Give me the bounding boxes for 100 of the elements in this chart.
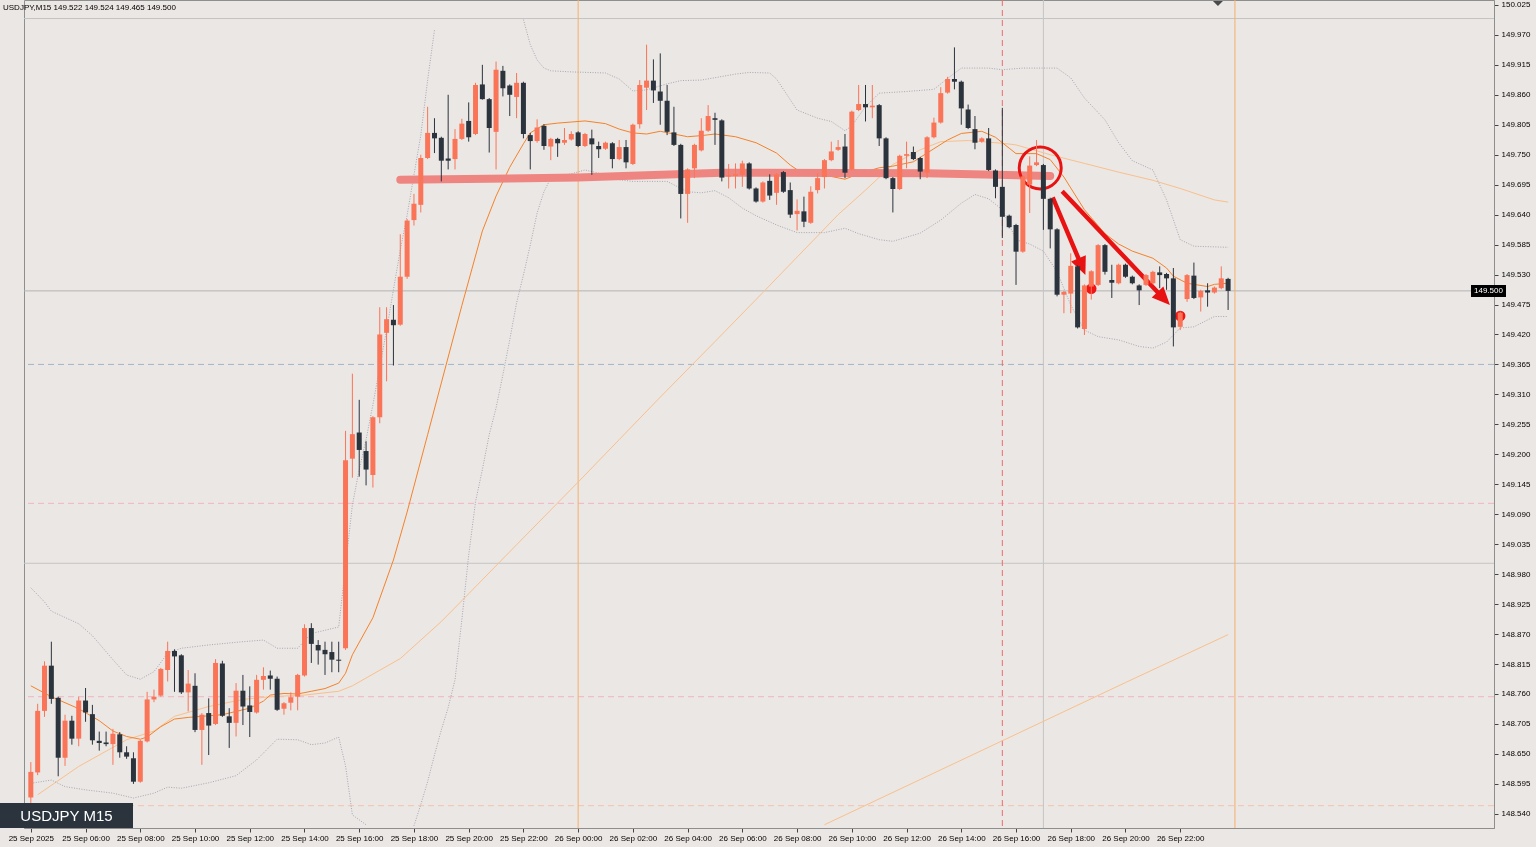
candlestick	[117, 731, 123, 759]
candlestick	[452, 128, 458, 170]
candlestick	[589, 129, 595, 176]
candlestick	[1157, 265, 1163, 289]
candlestick	[514, 72, 520, 119]
y-tick-label: 149.860	[1501, 90, 1531, 100]
candlestick	[185, 669, 191, 712]
candlestick	[965, 104, 971, 130]
candlestick	[103, 731, 109, 747]
candlestick	[308, 622, 314, 664]
y-tick-label: 150.025	[1501, 0, 1531, 10]
candlestick	[767, 173, 773, 201]
candlestick	[1116, 263, 1122, 285]
candlestick	[390, 304, 396, 367]
candlestick	[247, 685, 253, 738]
y-tick-label: 148.705	[1501, 719, 1531, 729]
y-tick-label: 149.640	[1501, 210, 1531, 220]
candlestick	[466, 101, 472, 143]
candlestick	[917, 156, 923, 180]
candlestick	[698, 117, 704, 152]
candlestick	[459, 118, 465, 141]
x-tick-label: 26 Sep 08:00	[773, 833, 822, 843]
y-tick-label: 148.540	[1501, 809, 1531, 819]
candlestick	[226, 707, 232, 749]
y-tick-label: 149.420	[1501, 329, 1531, 339]
candlestick	[815, 172, 821, 194]
candlestick	[384, 306, 390, 382]
candlestick	[726, 163, 732, 189]
candlestick	[650, 58, 656, 104]
candlestick	[1177, 311, 1183, 331]
candlestick	[1184, 273, 1190, 303]
x-tick-label: 25 Sep 22:00	[500, 833, 549, 843]
candlestick	[1191, 262, 1197, 300]
candlestick	[616, 139, 622, 161]
x-tick-label: 25 Sep 12:00	[226, 833, 275, 843]
candlestick	[240, 674, 246, 726]
candlestick	[801, 196, 807, 228]
candlestick	[671, 106, 677, 147]
candlestick	[96, 731, 102, 752]
x-tick-label: 25 Sep 14:00	[281, 833, 330, 843]
candlestick	[856, 84, 862, 112]
y-tick-label: 149.035	[1501, 539, 1531, 549]
x-tick-label: 25 Sep 06:00	[62, 833, 111, 843]
candlestick	[821, 158, 827, 189]
candlestick	[356, 399, 362, 478]
y-tick-label: 149.970	[1501, 30, 1531, 40]
candlestick	[363, 440, 369, 486]
y-tick-label: 149.530	[1501, 270, 1531, 280]
y-tick-label: 149.090	[1501, 509, 1531, 519]
x-tick-label: 26 Sep 12:00	[883, 833, 932, 843]
candlestick	[739, 160, 745, 188]
candlestick	[500, 65, 506, 97]
candlestick	[555, 137, 561, 158]
candlestick	[863, 84, 868, 122]
line-series	[823, 634, 1229, 826]
ref-line-label: 149.500	[1471, 284, 1506, 297]
candlestick	[951, 46, 957, 90]
x-tick-label: 26 Sep 02:00	[609, 833, 658, 843]
candlestick	[774, 172, 780, 206]
candlestick	[904, 141, 910, 169]
y-tick-label: 149.915	[1501, 60, 1531, 70]
y-tick-label: 149.310	[1501, 389, 1531, 399]
candlestick	[691, 143, 697, 179]
candlestick	[130, 751, 136, 785]
candlestick	[931, 117, 937, 139]
y-tick-label: 148.870	[1501, 629, 1531, 639]
y-tick-label: 148.925	[1501, 599, 1531, 609]
x-tick-label: 25 Sep 2025	[8, 833, 55, 843]
candlestick	[69, 715, 75, 746]
x-tick-label: 26 Sep 00:00	[554, 833, 603, 843]
candlestick	[172, 648, 177, 693]
x-tick-label: 26 Sep 20:00	[1102, 833, 1151, 843]
candlestick	[315, 639, 321, 666]
candlestick	[206, 697, 212, 756]
candlestick	[733, 162, 739, 189]
candlestick	[890, 176, 896, 213]
candlestick	[507, 83, 513, 117]
candlestick	[336, 641, 342, 673]
chart-title: USDJPY,M15 149.522 149.524 149.465 149.500	[3, 2, 177, 12]
candlestick	[1027, 155, 1033, 214]
candlestick	[260, 666, 266, 691]
candlestick	[657, 52, 663, 126]
y-tick-label: 148.815	[1501, 659, 1531, 669]
candlestick	[992, 168, 998, 199]
candlestick	[760, 180, 766, 204]
candlestick	[1218, 265, 1224, 290]
x-tick-label: 25 Sep 18:00	[390, 833, 439, 843]
x-tick-label: 26 Sep 22:00	[1156, 833, 1206, 843]
candlestick	[479, 64, 485, 101]
candlestick	[828, 141, 834, 162]
x-tick-label: 26 Sep 06:00	[719, 833, 768, 843]
y-tick-label: 149.805	[1501, 120, 1531, 130]
y-tick-label: 149.145	[1501, 479, 1531, 489]
candlestick	[83, 687, 89, 723]
candlestick	[548, 137, 554, 161]
candlestick	[1198, 289, 1204, 313]
y-tick-label: 149.695	[1501, 180, 1531, 190]
candlestick	[1136, 283, 1142, 306]
x-tick-label: 26 Sep 10:00	[828, 833, 877, 843]
x-tick-label: 25 Sep 16:00	[335, 833, 385, 843]
